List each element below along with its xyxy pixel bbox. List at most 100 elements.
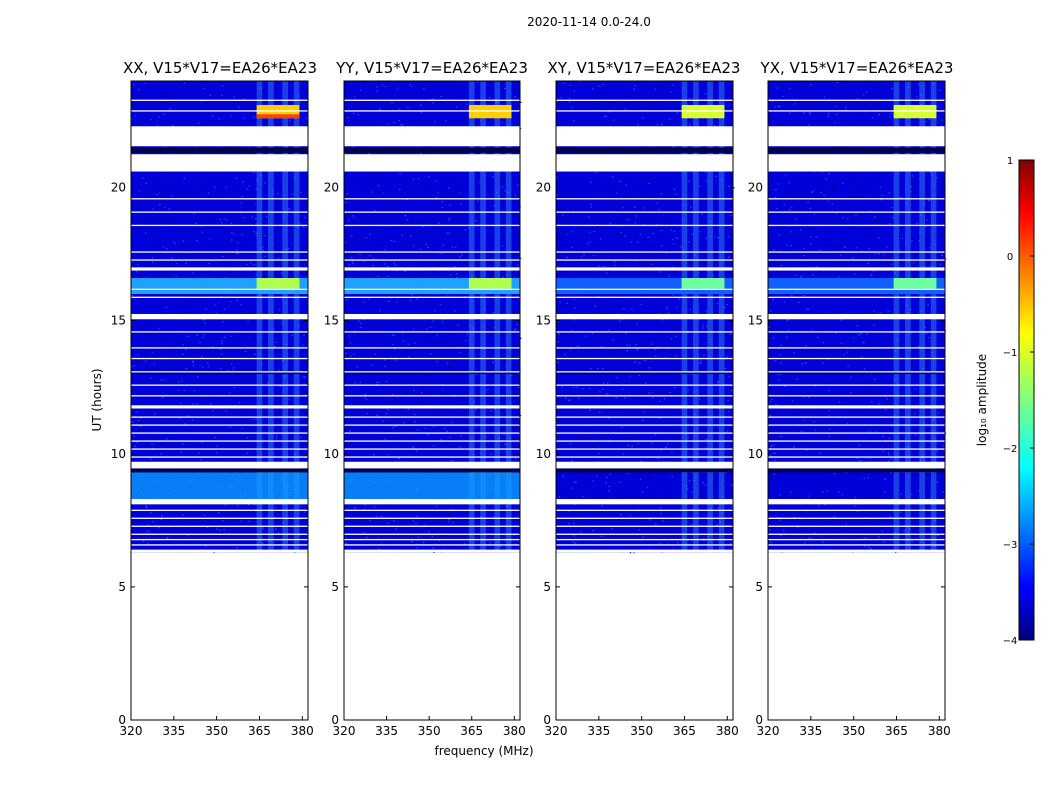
noise-speck — [561, 319, 563, 321]
noise-speck — [442, 262, 445, 264]
noise-speck — [844, 542, 846, 544]
noise-speck — [223, 218, 226, 220]
noise-speck — [598, 452, 601, 455]
noise-speck — [373, 454, 375, 456]
flag-line — [556, 432, 733, 434]
noise-speck — [157, 446, 159, 449]
noise-speck — [909, 350, 911, 352]
noise-speck — [283, 318, 285, 320]
noise-speck — [717, 382, 719, 384]
noise-speck — [912, 191, 914, 193]
noise-speck — [229, 299, 232, 301]
noise-speck — [596, 275, 599, 277]
noise-speck — [458, 192, 461, 194]
noise-speck — [619, 236, 621, 238]
noise-speck — [241, 427, 243, 430]
noise-speck — [378, 242, 381, 244]
noise-speck — [455, 273, 458, 275]
noise-speck — [152, 521, 155, 523]
noise-speck — [356, 366, 359, 368]
noise-speck — [881, 530, 884, 532]
noise-speck — [598, 85, 601, 87]
noise-speck — [816, 493, 819, 495]
noise-speck — [133, 365, 135, 367]
noise-speck — [148, 109, 150, 111]
noise-speck — [818, 249, 821, 251]
noise-speck — [773, 513, 775, 515]
x-tick-label: 380 — [291, 724, 314, 738]
noise-speck — [894, 350, 897, 352]
noise-speck — [605, 482, 607, 484]
noise-speck — [205, 398, 208, 400]
noise-speck — [213, 171, 216, 173]
noise-speck — [883, 253, 886, 256]
noise-speck — [936, 481, 938, 483]
noise-speck — [518, 543, 520, 545]
noise-speck — [688, 480, 691, 482]
noise-speck — [456, 98, 459, 100]
noise-speck — [352, 254, 355, 256]
flag-line — [131, 432, 308, 434]
noise-speck — [132, 532, 134, 534]
noise-speck — [606, 272, 608, 274]
noise-speck — [616, 192, 618, 194]
noise-speck — [578, 436, 580, 438]
noise-speck — [489, 81, 491, 83]
noise-speck — [620, 513, 622, 515]
noise-speck — [569, 443, 572, 445]
noise-speck — [650, 391, 652, 393]
noise-speck — [259, 392, 262, 394]
noise-speck — [559, 271, 561, 273]
noise-speck — [183, 177, 186, 179]
noise-speck — [941, 177, 944, 179]
flag-gap — [131, 267, 308, 271]
noise-speck — [246, 263, 248, 265]
noise-speck — [300, 540, 303, 542]
dark-band — [768, 147, 945, 153]
noise-speck — [656, 223, 658, 225]
noise-speck — [168, 208, 170, 210]
noise-speck — [648, 367, 650, 369]
noise-speck — [658, 543, 660, 545]
noise-speck — [303, 203, 305, 205]
noise-speck — [248, 185, 251, 187]
noise-speck — [167, 367, 169, 369]
noise-speck — [190, 380, 193, 382]
noise-speck — [288, 307, 291, 309]
noise-speck — [704, 484, 707, 486]
noise-speck — [880, 199, 882, 201]
noise-speck — [574, 307, 576, 309]
noise-speck — [246, 452, 249, 454]
noise-speck — [459, 435, 462, 437]
noise-speck — [879, 312, 881, 314]
noise-speck — [389, 361, 391, 364]
noise-speck — [847, 523, 849, 525]
noise-speck — [612, 350, 614, 352]
noise-speck — [630, 241, 633, 243]
noise-speck — [271, 225, 273, 227]
noise-speck — [838, 401, 841, 403]
noise-speck — [931, 297, 934, 299]
noise-speck — [396, 301, 398, 303]
noise-speck — [439, 304, 442, 306]
noise-speck — [209, 189, 211, 191]
noise-speck — [855, 247, 858, 249]
noise-speck — [418, 119, 420, 121]
noise-speck — [829, 184, 831, 186]
noise-speck — [845, 435, 848, 437]
noise-speck — [846, 145, 848, 147]
noise-speck — [149, 120, 151, 122]
noise-speck — [366, 240, 368, 242]
noise-speck — [251, 216, 253, 218]
noise-speck — [780, 362, 782, 364]
flag-line — [344, 440, 520, 442]
noise-speck — [640, 303, 642, 305]
noise-speck — [712, 274, 714, 277]
noise-speck — [426, 530, 428, 532]
noise-speck — [579, 81, 581, 83]
noise-speck — [900, 196, 902, 199]
noise-speck — [437, 113, 439, 115]
noise-speck — [399, 538, 401, 540]
noise-speck — [463, 444, 466, 447]
noise-speck — [589, 388, 591, 390]
